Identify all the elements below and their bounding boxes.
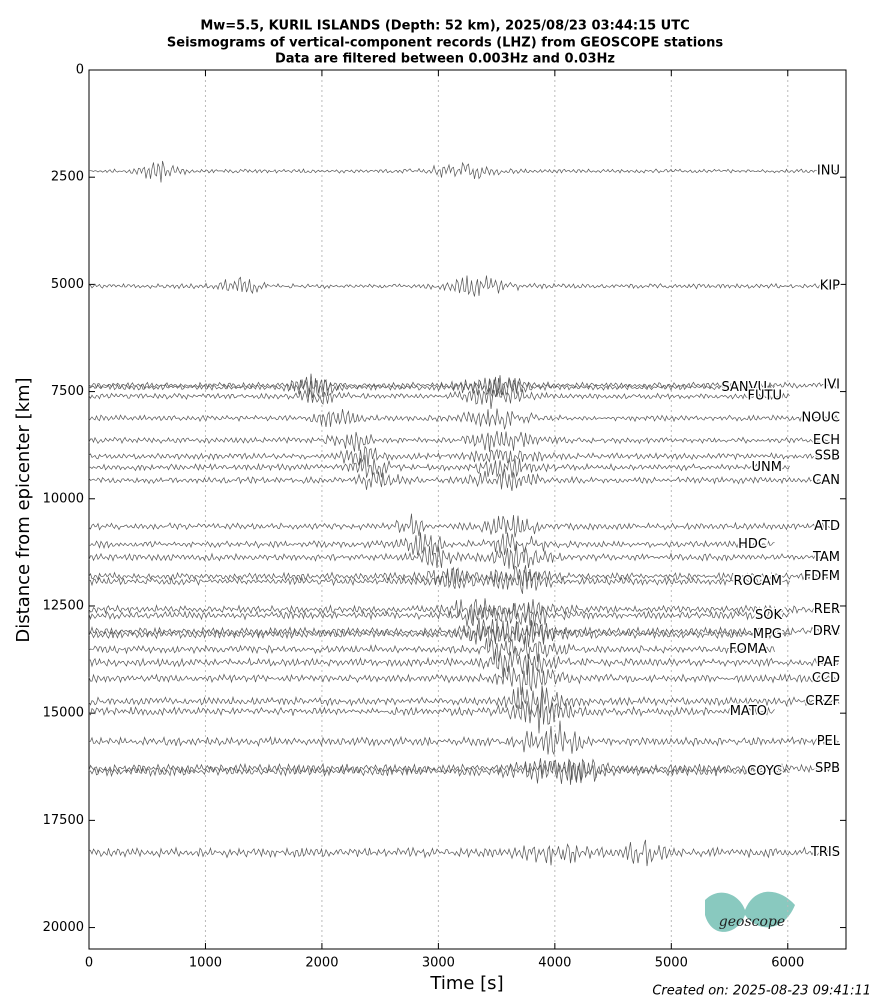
trace bbox=[88, 275, 840, 297]
trace bbox=[88, 408, 840, 430]
y-tick-label: 12500 bbox=[43, 598, 84, 613]
x-tick-label: 0 bbox=[85, 956, 93, 971]
trace bbox=[88, 454, 790, 479]
trace bbox=[88, 598, 840, 624]
station-label: NOUC bbox=[801, 411, 840, 426]
station-label: MATO bbox=[730, 704, 767, 719]
trace bbox=[88, 565, 840, 587]
station-label: IVI bbox=[823, 378, 840, 393]
trace bbox=[88, 373, 840, 397]
station-label: CAN bbox=[812, 473, 840, 488]
x-tick-label: 5000 bbox=[655, 956, 688, 971]
y-tick-label: 5000 bbox=[51, 277, 84, 292]
y-tick-label: 2500 bbox=[51, 170, 84, 185]
station-label: FOMA bbox=[729, 642, 767, 657]
station-label: CRZF bbox=[806, 694, 841, 709]
trace bbox=[89, 160, 840, 183]
station-label: HDC bbox=[738, 537, 767, 552]
trace bbox=[88, 685, 840, 718]
station-label: MPG bbox=[753, 627, 782, 642]
logo-text: geoscope bbox=[719, 914, 785, 930]
station-label: FDFM bbox=[804, 569, 840, 584]
trace bbox=[88, 617, 840, 643]
station-label: FUTU bbox=[748, 389, 782, 404]
trace bbox=[88, 430, 840, 452]
trace bbox=[88, 645, 840, 678]
trace bbox=[88, 568, 790, 594]
station-label: SANVU bbox=[721, 380, 767, 395]
logo: geoscope bbox=[705, 891, 795, 932]
x-tick-label: 6000 bbox=[771, 956, 804, 971]
station-label: SSB bbox=[815, 449, 840, 464]
trace bbox=[88, 532, 775, 556]
trace bbox=[88, 720, 840, 756]
station-label: TAM bbox=[812, 550, 840, 565]
y-tick-label: 17500 bbox=[43, 813, 84, 828]
y-tick-label: 15000 bbox=[43, 706, 84, 721]
logo-shape bbox=[705, 891, 795, 932]
trace bbox=[88, 513, 840, 538]
station-label: CCD bbox=[812, 671, 840, 686]
x-tick-label: 2000 bbox=[305, 956, 338, 971]
chart-subtitle: Seismograms of vertical-component record… bbox=[167, 36, 723, 51]
station-label: INU bbox=[817, 164, 840, 179]
trace bbox=[88, 660, 840, 696]
footer: Created on: 2025-08-23 09:41:11 bbox=[652, 984, 871, 999]
y-tick-label: 0 bbox=[76, 63, 84, 78]
plot-frame bbox=[88, 69, 847, 950]
trace bbox=[88, 839, 840, 867]
station-label: COYC bbox=[747, 764, 782, 779]
station-label: SOK bbox=[755, 608, 782, 623]
trace bbox=[88, 758, 840, 782]
x-tick-label: 1000 bbox=[189, 956, 222, 971]
chart-title: Mw=5.5, KURIL ISLANDS (Depth: 52 km), 20… bbox=[200, 19, 689, 34]
trace bbox=[88, 377, 775, 399]
trace bbox=[88, 758, 790, 785]
trace bbox=[88, 689, 775, 734]
station-label: ATD bbox=[814, 519, 840, 534]
station-label: PEL bbox=[817, 734, 841, 749]
station-label: ROCAM bbox=[734, 574, 782, 589]
trace bbox=[88, 636, 775, 662]
trace bbox=[88, 619, 790, 648]
y-tick-label: 10000 bbox=[43, 491, 84, 506]
x-tick-label: 4000 bbox=[538, 956, 571, 971]
trace bbox=[88, 602, 790, 627]
trace bbox=[88, 445, 840, 467]
chart-subtitle: Data are filtered between 0.003Hz and 0.… bbox=[275, 52, 615, 67]
station-label: KIP bbox=[820, 279, 840, 294]
station-label: TRIS bbox=[810, 845, 840, 860]
y-axis-label: Distance from epicenter [km] bbox=[13, 377, 34, 642]
trace bbox=[88, 468, 840, 491]
trace bbox=[88, 387, 790, 409]
station-label: PAF bbox=[817, 655, 840, 670]
trace bbox=[88, 544, 840, 570]
station-label: UNM bbox=[752, 460, 782, 475]
x-tick-label: 3000 bbox=[422, 956, 455, 971]
x-axis-label: Time [s] bbox=[429, 973, 503, 994]
station-label: DRV bbox=[813, 624, 840, 639]
station-label: SPB bbox=[815, 761, 840, 776]
y-tick-label: 7500 bbox=[51, 384, 84, 399]
station-label: ECH bbox=[813, 433, 840, 448]
station-label: RER bbox=[814, 602, 840, 617]
y-tick-label: 20000 bbox=[43, 920, 84, 935]
